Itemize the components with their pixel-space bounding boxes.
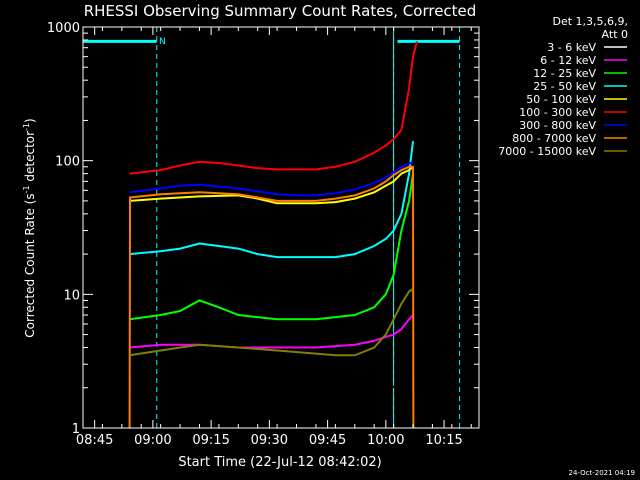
legend-label-8: 7000 - 15000 keV bbox=[498, 145, 596, 158]
series-line-8 bbox=[129, 287, 414, 357]
series-line-3 bbox=[129, 140, 414, 259]
y-axis-label-sup1: -1 bbox=[22, 185, 31, 193]
x-tick-label-5: 10:00 bbox=[367, 433, 404, 448]
y-axis-label-sup2: -1 bbox=[22, 123, 31, 131]
legend-header-line1: Det 1,3,5,6,9, bbox=[552, 15, 628, 28]
legend-label-4: 50 - 100 keV bbox=[526, 93, 596, 106]
y-axis-label-end: ) bbox=[23, 118, 37, 123]
y-tick-label-0: 1 bbox=[72, 422, 80, 437]
x-tick-label-2: 09:15 bbox=[192, 433, 229, 448]
legend-header-line2: Att 0 bbox=[602, 28, 628, 41]
series-line-5 bbox=[129, 41, 418, 175]
x-tick-label-1: 09:00 bbox=[134, 433, 171, 448]
x-tick-label-4: 09:45 bbox=[309, 433, 346, 448]
series-line-2 bbox=[129, 173, 414, 321]
x-axis-label: Start Time (22-Jul-12 08:42:02) bbox=[178, 455, 381, 470]
y-axis-label-main: Corrected Count Rate (s bbox=[23, 193, 37, 337]
series-line-4 bbox=[129, 166, 414, 205]
plot-frame bbox=[82, 26, 480, 429]
y-axis-label-mid: detector bbox=[23, 131, 37, 186]
legend-label-3: 25 - 50 keV bbox=[533, 80, 596, 93]
legend-label-6: 300 - 800 keV bbox=[519, 119, 596, 132]
series-line-6 bbox=[129, 161, 414, 197]
x-tick-label-0: 08:45 bbox=[76, 433, 113, 448]
x-tick-label-6: 10:15 bbox=[425, 433, 462, 448]
y-axis-label: Corrected Count Rate (s-1 detector-1) bbox=[22, 118, 37, 337]
series-lines bbox=[128, 41, 418, 428]
series-line-0 bbox=[156, 334, 414, 406]
x-tick-label-3: 09:30 bbox=[251, 433, 288, 448]
axes: 08:45 09:00 09:15 09:30 09:45 10:00 10:15 1 10 10… bbox=[47, 21, 479, 448]
series-line-7 bbox=[128, 165, 415, 428]
legend-label-2: 12 - 25 keV bbox=[533, 67, 596, 80]
footer-date: 24-Oct-2021 04:19 bbox=[569, 469, 635, 477]
legend-label-1: 6 - 12 keV bbox=[540, 54, 596, 67]
night-marker: N bbox=[159, 37, 166, 47]
y-tick-label-1: 10 bbox=[63, 288, 80, 303]
time-markers bbox=[156, 27, 461, 428]
legend-label-5: 100 - 300 keV bbox=[519, 106, 596, 119]
y-tick-label-2: 100 bbox=[55, 155, 80, 170]
y-tick-label-3: 1000 bbox=[47, 21, 80, 36]
chart-title: RHESSI Observing Summary Count Rates, Co… bbox=[84, 2, 477, 20]
legend-label-7: 800 - 7000 keV bbox=[512, 132, 596, 145]
legend-label-0: 3 - 6 keV bbox=[547, 41, 596, 54]
